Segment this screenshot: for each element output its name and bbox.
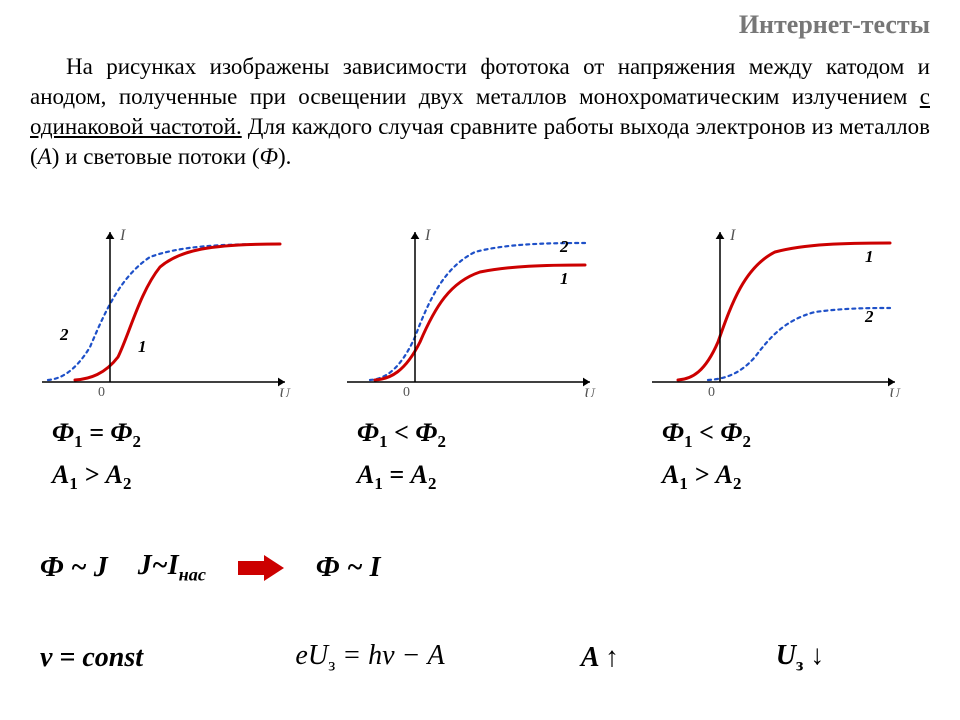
- proportional-relations: Ф ~ J J~Iнас Ф ~ I: [40, 550, 381, 586]
- para-4: ).: [278, 144, 291, 169]
- svg-text:2: 2: [864, 307, 874, 326]
- svg-text:2: 2: [559, 237, 569, 256]
- arrow-path: [238, 555, 284, 581]
- Uz-U: U: [776, 640, 796, 671]
- Uz-decreases: Uз ↓: [700, 640, 900, 676]
- svg-text:0: 0: [403, 385, 410, 397]
- a-rel-2: А1 = А2: [335, 460, 625, 494]
- phi-relations-row: Ф1 = Ф2 Ф1 < Ф2 Ф1 < Ф2: [30, 418, 930, 452]
- phi-rel-3: Ф1 < Ф2: [640, 418, 930, 452]
- a-relations-row: А1 > А2 А1 = А2 А1 > А2: [30, 460, 930, 494]
- a-rel-3: А1 > А2: [640, 460, 930, 494]
- rel-J-Isat-sub: нас: [179, 565, 206, 585]
- svg-text:1: 1: [865, 247, 874, 266]
- rel-J-Isat-main: J~I: [138, 550, 179, 581]
- svg-text:U: U: [889, 386, 901, 397]
- svg-text:0: 0: [708, 385, 715, 397]
- chart-3-svg: I U 0 1 2: [640, 222, 910, 397]
- chart-1-svg: I U 0 1 2: [30, 222, 300, 397]
- rel-phi-J: Ф ~ J: [40, 552, 108, 584]
- symbol-Phi: Ф: [260, 144, 279, 169]
- svg-text:U: U: [279, 386, 291, 397]
- chart-2-svg: I U 0 1 2: [335, 222, 605, 397]
- chart-3: I U 0 1 2: [640, 222, 930, 397]
- rel-J-Isat: J~Iнас: [138, 550, 206, 586]
- para-3: ) и световые потоки (: [52, 144, 260, 169]
- svg-text:I: I: [424, 227, 431, 244]
- Uz-arrow: ↓: [803, 640, 824, 671]
- nu-const: ν = const: [40, 642, 240, 674]
- a-rel-1: А1 > А2: [30, 460, 320, 494]
- eq-eU: eU: [295, 640, 328, 671]
- charts-row: I U 0 1 2 I U 0 1 2 I U 0 1 2: [30, 222, 930, 397]
- svg-text:I: I: [729, 227, 736, 244]
- problem-text: На рисунках изображены зависимости фотот…: [30, 52, 930, 172]
- svg-text:U: U: [584, 386, 596, 397]
- para-1: На рисунках изображены зависимости фотот…: [30, 54, 930, 109]
- page-header: Интернет-тесты: [739, 10, 930, 40]
- svg-text:1: 1: [560, 269, 569, 288]
- chart-2: I U 0 1 2: [335, 222, 625, 397]
- svg-text:2: 2: [59, 325, 69, 344]
- svg-text:1: 1: [138, 337, 147, 356]
- implies-arrow-icon: [236, 553, 286, 583]
- svg-text:0: 0: [98, 385, 105, 397]
- phi-rel-1: Ф1 = Ф2: [30, 418, 320, 452]
- eq-rest: = hν − A: [335, 640, 444, 671]
- phi-rel-2: Ф1 < Ф2: [335, 418, 625, 452]
- rel-phi-I: Ф ~ I: [316, 552, 381, 584]
- energy-equation: eUз = hν − A: [240, 640, 500, 676]
- A-increases: A ↑: [500, 642, 700, 674]
- symbol-A: A: [38, 144, 52, 169]
- svg-text:I: I: [119, 227, 126, 244]
- chart-1: I U 0 1 2: [30, 222, 320, 397]
- bottom-equations: ν = const eUз = hν − A A ↑ Uз ↓: [40, 640, 920, 676]
